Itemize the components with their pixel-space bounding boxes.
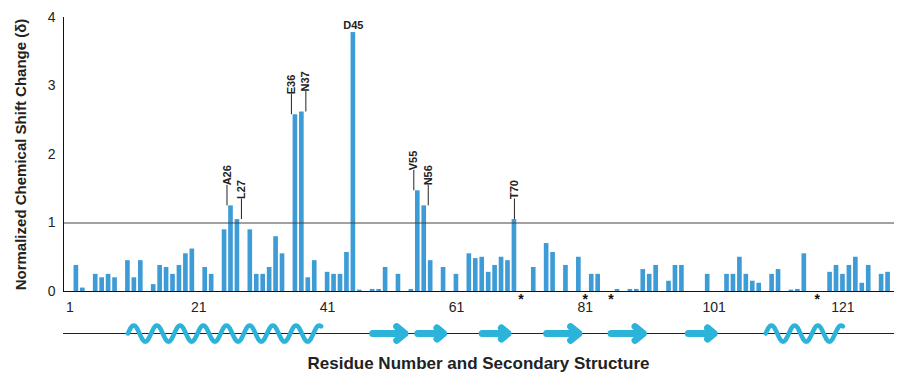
svg-text:1: 1 — [48, 214, 56, 230]
svg-text:*: * — [583, 291, 589, 307]
svg-text:N37: N37 — [299, 71, 311, 91]
svg-text:61: 61 — [449, 299, 465, 315]
svg-text:21: 21 — [191, 299, 207, 315]
svg-text:41: 41 — [320, 299, 336, 315]
svg-text:4: 4 — [48, 9, 56, 25]
svg-text:1: 1 — [66, 299, 74, 315]
svg-text:N56: N56 — [422, 165, 434, 185]
svg-text:0: 0 — [48, 283, 56, 299]
svg-text:121: 121 — [831, 299, 855, 315]
svg-text:L27: L27 — [235, 180, 247, 199]
svg-text:V55: V55 — [407, 151, 419, 171]
html-text:Residue Number and Secondary S: Residue Number and Secondary Structure — [307, 354, 650, 373]
svg-text:*: * — [518, 291, 524, 307]
svg-text:*: * — [608, 291, 614, 307]
svg-text:A26: A26 — [221, 165, 233, 185]
svg-text:2: 2 — [48, 146, 56, 162]
svg-text:T70: T70 — [508, 180, 520, 199]
svg-text:Normalized Chemical Shift Chan: Normalized Chemical Shift Change (δ) — [12, 19, 29, 291]
svg-text:E36: E36 — [285, 75, 297, 95]
svg-text:*: * — [814, 291, 820, 307]
svg-text:D45: D45 — [343, 19, 363, 31]
svg-text:3: 3 — [48, 77, 56, 93]
svg-text:101: 101 — [702, 299, 726, 315]
svg-text:81: 81 — [577, 299, 594, 316]
